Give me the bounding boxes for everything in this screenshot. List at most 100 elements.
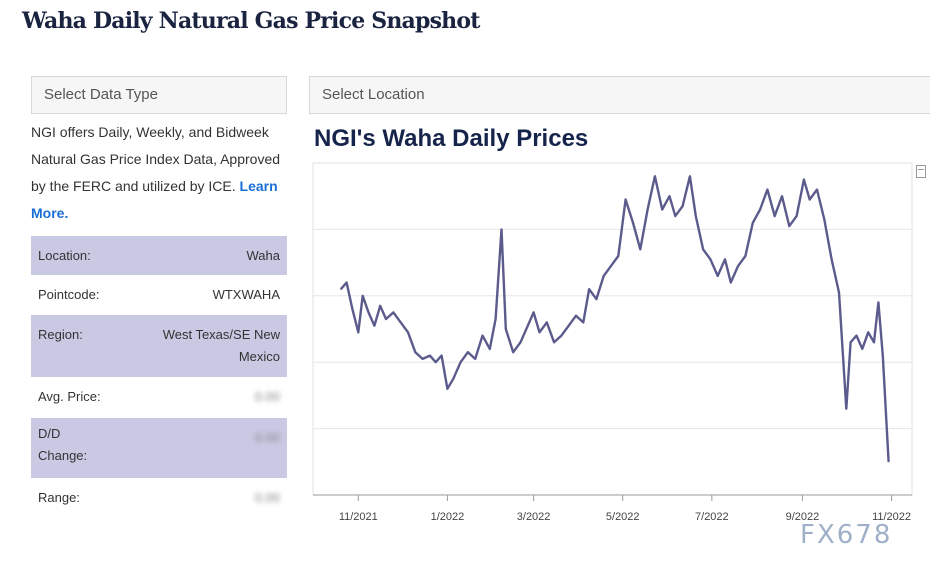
data-point — [823, 218, 825, 220]
x-tick-label: 7/2022 — [695, 511, 729, 523]
data-point — [553, 341, 555, 343]
data-point — [588, 288, 590, 290]
data-point — [809, 198, 811, 201]
data-point — [595, 298, 597, 300]
data-point — [505, 328, 507, 330]
data-point — [855, 335, 858, 337]
data-point — [674, 215, 676, 217]
chart-menu-icon[interactable] — [916, 165, 926, 178]
info-label: Pointcode: — [38, 287, 100, 302]
data-point — [816, 189, 818, 191]
data-point — [654, 175, 656, 177]
data-point — [435, 361, 437, 363]
data-point — [647, 208, 649, 211]
data-point — [781, 195, 783, 197]
info-label: Range: — [38, 490, 80, 505]
data-point — [373, 325, 375, 327]
data-point — [717, 275, 719, 277]
data-point — [689, 175, 691, 177]
data-point — [519, 341, 522, 343]
data-point — [385, 318, 387, 320]
data-point — [850, 341, 852, 343]
data-point — [759, 208, 761, 211]
data-point — [752, 222, 754, 224]
data-point — [845, 408, 847, 410]
data-point — [414, 351, 416, 353]
x-tick-label: 5/2022 — [606, 511, 640, 523]
data-point — [538, 331, 541, 333]
data-point — [379, 305, 381, 307]
data-point — [788, 225, 790, 227]
data-point — [737, 265, 739, 267]
data-point — [481, 335, 484, 337]
data-point — [351, 308, 353, 310]
data-point — [796, 215, 798, 217]
page-title: Waha Daily Natural Gas Price Snapshot — [22, 8, 480, 34]
data-point — [346, 281, 348, 284]
data-point — [400, 321, 402, 323]
data-point — [500, 228, 503, 230]
x-tick-label: 11/2022 — [872, 511, 911, 523]
data-point — [474, 358, 476, 360]
info-value: Waha — [246, 248, 280, 263]
data-point — [625, 198, 627, 201]
data-point — [533, 311, 535, 313]
data-point — [489, 348, 491, 350]
x-tick-label: 9/2022 — [786, 511, 820, 523]
x-tick-label: 3/2022 — [517, 511, 551, 523]
info-table: Location: Waha Pointcode: WTXWAHA Region… — [31, 236, 287, 522]
data-point — [362, 295, 364, 297]
data-point — [495, 318, 497, 320]
info-row-region: Region: West Texas/SE New Mexico — [31, 315, 287, 377]
data-point — [460, 361, 462, 363]
data-point — [702, 248, 704, 250]
data-point — [568, 325, 570, 327]
info-value: 0.00 — [254, 430, 280, 445]
data-point — [877, 301, 880, 303]
data-point — [603, 275, 605, 277]
chart-title: NGI's Waha Daily Prices — [314, 125, 589, 152]
data-point — [882, 355, 884, 357]
watermark: FX678 — [800, 520, 893, 550]
data-point — [639, 248, 641, 250]
data-point — [392, 311, 394, 313]
info-row-range: Range: 0.00 — [31, 478, 287, 522]
data-point — [560, 335, 562, 337]
info-row-pointcode: Pointcode: WTXWAHA — [31, 275, 287, 315]
data-point — [867, 331, 869, 333]
info-value: West Texas/SE New Mexico — [162, 327, 280, 364]
info-row-dd-change: D/D Change: 0.00 — [31, 418, 287, 478]
data-point — [617, 255, 619, 257]
data-type-select[interactable]: Select Data Type — [31, 76, 287, 114]
data-point — [446, 388, 448, 390]
data-point — [357, 331, 359, 333]
info-row-avg-price: Avg. Price: 0.00 — [31, 377, 287, 418]
info-label: D/D Change: — [38, 426, 88, 463]
data-point — [422, 358, 424, 360]
data-point — [838, 291, 840, 294]
info-value: 0.00 — [254, 389, 280, 404]
data-point — [744, 255, 746, 257]
data-point — [610, 265, 612, 267]
data-point — [340, 288, 342, 290]
data-point — [774, 215, 776, 217]
info-label: Location: — [38, 248, 91, 263]
data-point — [407, 331, 409, 333]
learn-more-link[interactable]: Learn More. — [31, 178, 278, 221]
data-point — [682, 205, 684, 207]
description-text: NGI offers Daily, Weekly, and Bidweek Na… — [31, 124, 281, 194]
data-point — [512, 351, 514, 353]
data-point — [661, 208, 663, 211]
data-point — [367, 311, 370, 313]
location-select[interactable]: Select Location — [309, 76, 930, 114]
info-value: WTXWAHA — [212, 287, 280, 302]
data-point — [467, 351, 469, 353]
data-point — [730, 281, 732, 284]
price-chart: 11/2021 1/2022 3/2022 5/2022 7/2022 9/2022 11/… — [312, 162, 913, 523]
info-row-location: Location: Waha — [31, 236, 287, 275]
description: NGI offers Daily, Weekly, and Bidweek Na… — [31, 119, 281, 227]
data-point — [546, 321, 548, 323]
data-point — [695, 215, 697, 217]
data-point — [803, 179, 805, 181]
data-point — [873, 341, 875, 343]
